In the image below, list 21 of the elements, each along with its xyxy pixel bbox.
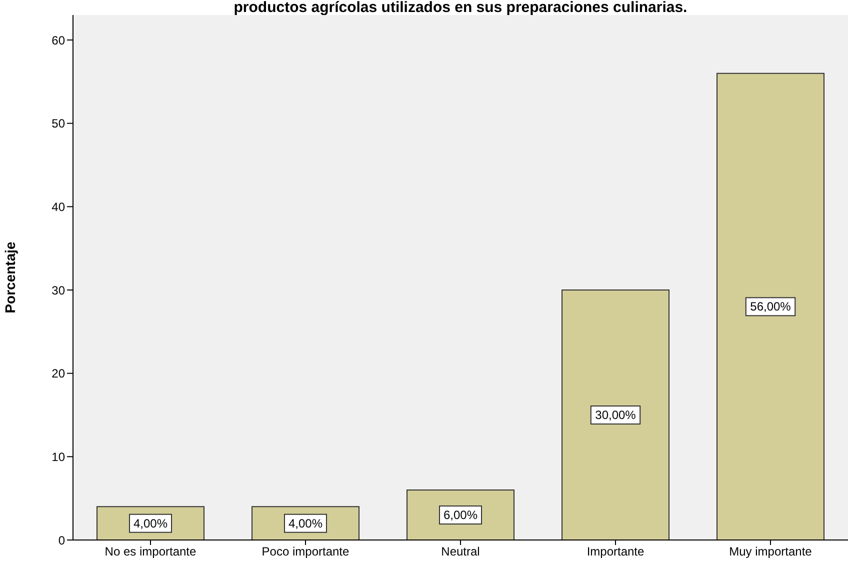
bar bbox=[716, 72, 824, 540]
x-tick-label: Neutral bbox=[441, 544, 480, 559]
data-label: 4,00% bbox=[133, 516, 168, 530]
x-tick-label: Poco importante bbox=[262, 544, 350, 559]
data-label: 6,00% bbox=[443, 508, 478, 522]
data-label: 56,00% bbox=[750, 300, 792, 314]
y-tick-label: 20 bbox=[52, 366, 66, 381]
y-tick-label: 50 bbox=[52, 116, 66, 131]
y-tick-label: 30 bbox=[52, 283, 66, 298]
x-tick-label: Importante bbox=[586, 544, 644, 559]
y-axis-title: Porcentaje bbox=[2, 241, 18, 314]
y-tick-label: 10 bbox=[52, 450, 66, 464]
x-tick-label: No es importante bbox=[104, 544, 197, 559]
bar bbox=[562, 290, 670, 540]
y-tick-label: 60 bbox=[52, 33, 66, 48]
x-tick-label: Muy importante bbox=[729, 544, 812, 559]
y-tick-label: 0 bbox=[58, 533, 66, 548]
data-label: 4,00% bbox=[288, 516, 323, 530]
y-tick-label: 40 bbox=[52, 200, 66, 214]
chart-title: productos agrícolas utilizados en sus preparaciones culinarias. bbox=[232, 0, 688, 16]
data-label: 30,00% bbox=[595, 408, 636, 422]
